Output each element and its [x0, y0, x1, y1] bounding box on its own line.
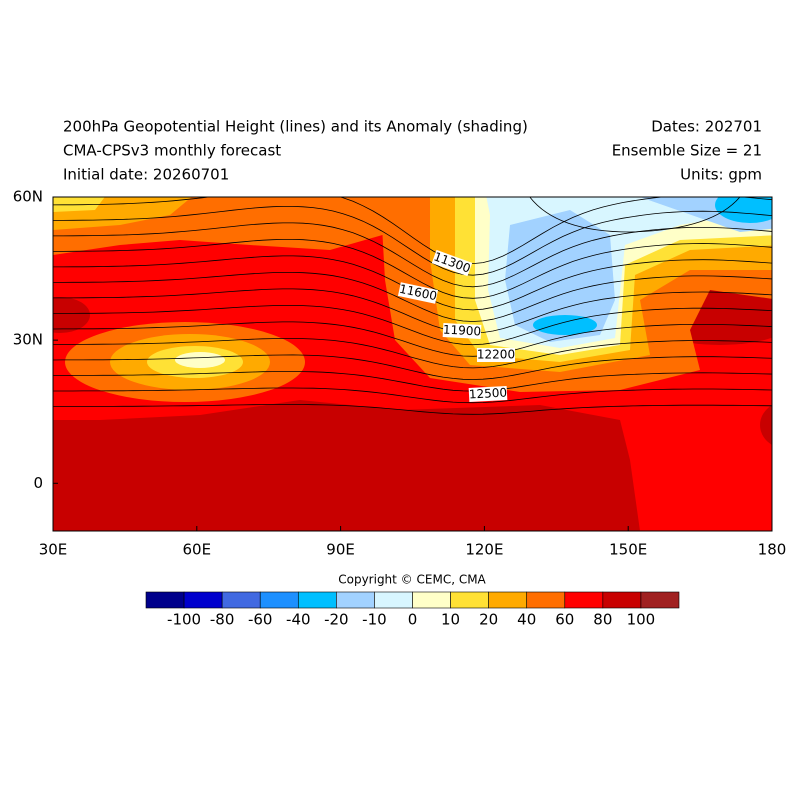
shade-region: [505, 210, 615, 342]
shade-region: [53, 297, 90, 333]
colorbar-label: -80: [210, 611, 235, 629]
x-tick-label: 60E: [183, 541, 212, 559]
colorbar-label: -40: [286, 611, 311, 629]
contour-label-group: 12200: [477, 348, 515, 362]
contour-line: [53, 354, 772, 380]
colorbar-label: -20: [324, 611, 349, 629]
contour-label-bg: [442, 323, 482, 339]
colorbar-box: [450, 591, 489, 609]
contour-label: 11900: [443, 323, 482, 339]
shade-region: [175, 352, 225, 368]
anomaly-shading: [53, 197, 772, 531]
contour-label: 12200: [477, 348, 515, 362]
contour-label-bg: [468, 386, 508, 402]
title: 200hPa Geopotential Height (lines) and i…: [63, 118, 528, 136]
contour-label-bg: [477, 348, 515, 362]
x-tick-label: 90E: [326, 541, 355, 559]
colorbar-label: -60: [248, 611, 273, 629]
colorbar-box: [297, 591, 337, 609]
contour-line: [53, 404, 772, 415]
shade-region: [760, 405, 772, 445]
colorbar-box: [336, 591, 375, 609]
shade-region: [715, 197, 772, 223]
contour-line: [53, 272, 772, 322]
x-tick-label: 180: [758, 541, 787, 559]
contour-label-group: 12500: [468, 386, 508, 402]
contour-line: [53, 206, 772, 276]
x-tick-label: 150E: [609, 541, 647, 559]
colorbar-label: -100: [167, 611, 201, 629]
colorbar-box: [602, 591, 642, 609]
y-tick-label: 60N: [13, 188, 43, 206]
contour-label-bg: [397, 282, 439, 304]
subtitle: CMA-CPSv3 monthly forecast: [63, 142, 281, 160]
contour-label-bg: [431, 249, 473, 277]
contour-line: [53, 239, 772, 299]
colorbar-label: -10: [362, 611, 387, 629]
contour-label-group: 11900: [442, 323, 482, 339]
contour-line: [53, 338, 772, 369]
colorbar-box: [221, 591, 261, 609]
colorbar-label: 100: [627, 611, 656, 629]
colorbar-box: [564, 591, 604, 609]
contour-line: [53, 321, 772, 357]
shade-region: [533, 315, 597, 335]
initial-date: Initial date: 20260701: [63, 166, 229, 184]
contour-line: [53, 222, 772, 288]
x-tick-label: 30E: [39, 541, 68, 559]
y-tick-label: 30N: [13, 331, 43, 349]
colorbar-box: [412, 591, 451, 609]
contour-line: [529, 197, 741, 233]
colorbar-box: [374, 591, 413, 609]
map-frame: [52, 196, 773, 532]
colorbar-box: [259, 591, 299, 609]
colorbar-box: [183, 591, 223, 609]
x-tick-label: 120E: [465, 541, 503, 559]
units: Units: gpm: [680, 166, 762, 184]
ensemble-size: Ensemble Size = 21: [612, 142, 762, 160]
contour-label: 12500: [469, 386, 508, 402]
contour-line: [53, 387, 772, 404]
colorbar-box: [640, 591, 680, 609]
copyright: Copyright © CEMC, CMA: [338, 573, 486, 587]
colorbar-label: 60: [555, 611, 574, 629]
colorbar-label: 20: [479, 611, 498, 629]
dates: Dates: 202701: [651, 118, 762, 136]
colorbar-label: 80: [593, 611, 612, 629]
contour-line: [53, 288, 772, 334]
y-tick-label: 0: [33, 474, 43, 492]
contour-line: [53, 197, 772, 265]
contour-line: [53, 305, 772, 346]
colorbar-label: 40: [517, 611, 536, 629]
contour-line: [53, 371, 772, 392]
colorbar-box: [488, 591, 528, 609]
contour-label-group: 11600: [397, 282, 439, 304]
colorbar-box: [526, 591, 566, 609]
colorbar-label: 10: [441, 611, 460, 629]
colorbar-label: 0: [408, 611, 418, 629]
colorbar-box: [145, 591, 185, 609]
